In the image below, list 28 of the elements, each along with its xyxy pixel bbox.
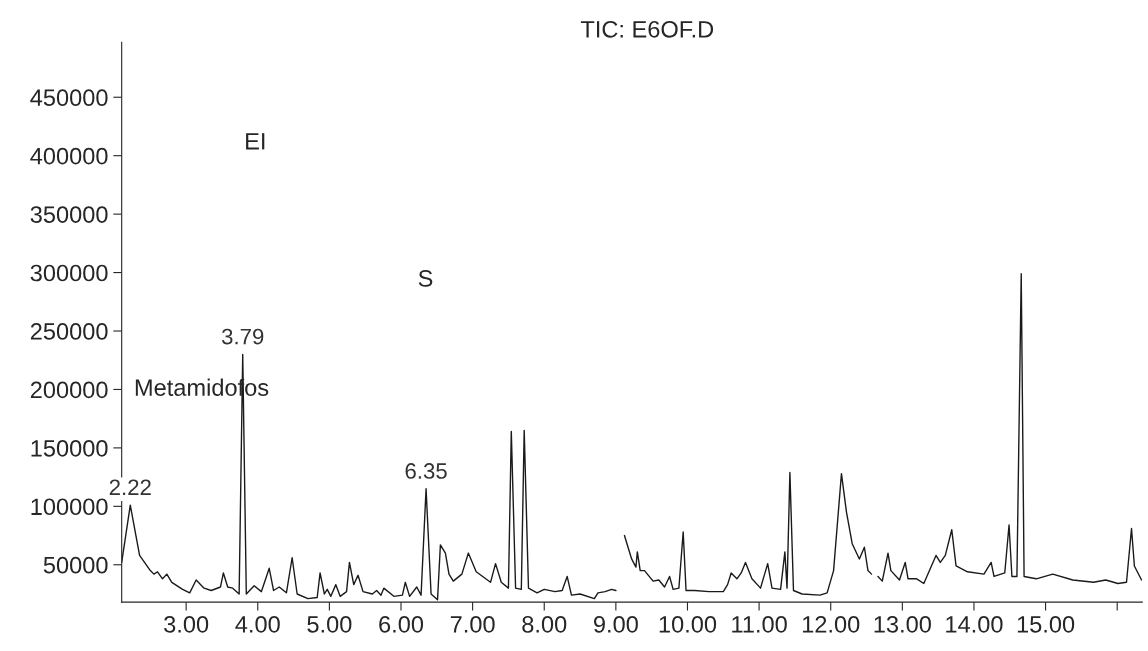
chart-title: TIC: E6OF.D — [580, 20, 714, 38]
x-tick-label: 6.00 — [379, 615, 424, 633]
x-tick-label: 3.00 — [164, 615, 209, 633]
y-tick-label: 200000 — [30, 381, 108, 399]
y-tick-label: 350000 — [30, 206, 108, 223]
x-tick-label: 8.00 — [522, 615, 567, 633]
annotation: 3.79 — [221, 328, 264, 345]
x-tick-label: 4.00 — [235, 615, 280, 633]
y-tick-label: 450000 — [30, 89, 108, 107]
x-tick-label: 15.00 — [1017, 615, 1075, 633]
x-tick-label: 14.00 — [946, 615, 1003, 633]
x-tick-label: 11.00 — [732, 615, 787, 633]
annotation: EI — [246, 133, 265, 150]
y-tick-label: 300000 — [30, 264, 108, 282]
annotation: 2.22 — [109, 479, 151, 495]
x-tick-label: 5.00 — [307, 615, 352, 633]
y-tick-label: 100000 — [31, 498, 108, 516]
x-tick-label: 12.00 — [802, 615, 860, 633]
x-tick-label: 13.00 — [874, 615, 931, 633]
y-tick-label: 150000 — [31, 439, 108, 457]
y-tick-label: 400000 — [30, 147, 108, 165]
x-tick-label: 7.00 — [450, 615, 495, 633]
annotation: S — [418, 270, 433, 287]
x-tick-label: 10.00 — [659, 615, 717, 633]
annotation: 6.35 — [405, 463, 447, 479]
x-tick-label: 9.00 — [593, 615, 638, 633]
y-tick-label: 250000 — [30, 323, 108, 340]
y-tick-label: 50000 — [43, 556, 108, 574]
